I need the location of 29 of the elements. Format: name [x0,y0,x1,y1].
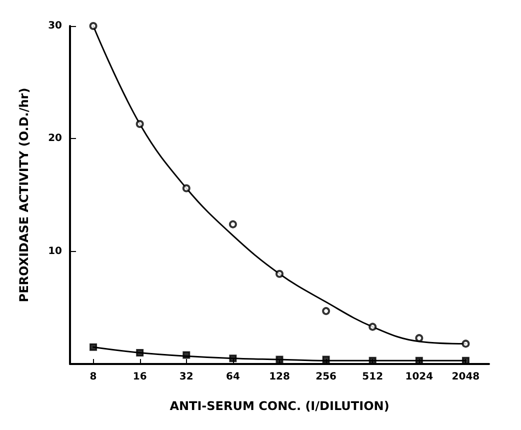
point [229,354,237,362]
x-tick-label: 512 [362,372,384,382]
point [136,348,144,356]
y-tick-label: 20 [48,133,62,144]
x-tick-label: 128 [269,372,290,382]
x-tick-label: 1024 [405,372,434,382]
point [182,351,190,359]
x-tick-label: 2048 [452,372,480,382]
point [228,220,237,228]
point [368,322,377,331]
point [136,120,144,128]
point [415,334,424,342]
x-tick-label: 8 [90,372,97,382]
point [182,184,190,192]
point [276,356,284,364]
point [90,343,98,351]
point [322,307,330,316]
point [462,340,470,348]
x-tick-label: 16 [132,372,147,382]
point [89,22,98,30]
y-tick-label: 30 [48,20,62,32]
x-tick-label: 32 [179,372,194,382]
x-tick-label: 64 [226,372,240,382]
point [322,356,330,364]
x-tick-label: 256 [316,372,337,382]
y-tick-label: 10 [48,246,62,257]
point [276,270,284,278]
y-axis-title: PEROXIDASE ACTIVITY (O.D./hr) [17,88,31,302]
x-axis-title: ANTI-SERUM CONC. (I/DILUTION) [170,399,390,413]
